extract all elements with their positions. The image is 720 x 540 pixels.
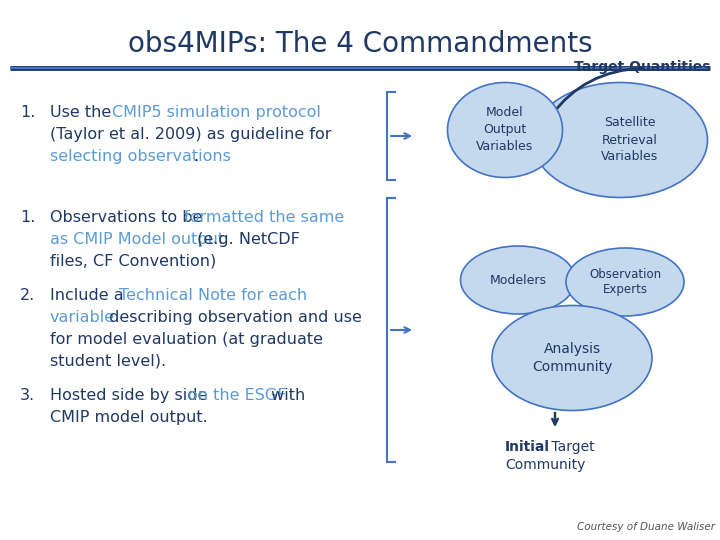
Text: Hosted side by side: Hosted side by side	[50, 388, 212, 403]
Ellipse shape	[533, 83, 708, 198]
Text: Include a: Include a	[50, 288, 129, 303]
Ellipse shape	[448, 83, 562, 178]
Text: formatted the same: formatted the same	[184, 210, 344, 225]
Text: Target Quantities: Target Quantities	[574, 60, 710, 74]
Text: as CMIP Model output: as CMIP Model output	[50, 232, 224, 247]
Text: Analysis
Community: Analysis Community	[532, 342, 612, 374]
Text: 1.: 1.	[20, 105, 35, 120]
Text: Community: Community	[505, 458, 585, 472]
Text: Use the: Use the	[50, 105, 117, 120]
Text: Observations to be: Observations to be	[50, 210, 207, 225]
Text: CMIP5 simulation protocol: CMIP5 simulation protocol	[112, 105, 321, 120]
Text: CMIP model output.: CMIP model output.	[50, 410, 208, 425]
Text: Modelers: Modelers	[490, 273, 546, 287]
Ellipse shape	[566, 248, 684, 316]
Text: 3.: 3.	[20, 388, 35, 403]
Text: with: with	[266, 388, 305, 403]
Ellipse shape	[492, 306, 652, 410]
Text: Technical Note for each: Technical Note for each	[119, 288, 307, 303]
Text: .: .	[193, 149, 198, 164]
Text: Courtesy of Duane Waliser: Courtesy of Duane Waliser	[577, 522, 715, 532]
Text: on the ESGF: on the ESGF	[188, 388, 287, 403]
Text: (e.g. NetCDF: (e.g. NetCDF	[192, 232, 300, 247]
Text: 1.: 1.	[20, 210, 35, 225]
Ellipse shape	[461, 246, 575, 314]
Text: student level).: student level).	[50, 354, 166, 369]
Text: describing observation and use: describing observation and use	[104, 310, 362, 325]
Text: files, CF Convention): files, CF Convention)	[50, 254, 216, 269]
Text: Initial: Initial	[505, 440, 550, 454]
Text: Satellite
Retrieval
Variables: Satellite Retrieval Variables	[601, 117, 659, 164]
Text: Observation
Experts: Observation Experts	[589, 267, 661, 296]
Text: 2.: 2.	[20, 288, 35, 303]
Text: Target: Target	[547, 440, 595, 454]
Text: (Taylor et al. 2009) as guideline for: (Taylor et al. 2009) as guideline for	[50, 127, 331, 142]
Text: obs4MIPs: The 4 Commandments: obs4MIPs: The 4 Commandments	[127, 30, 593, 58]
Text: for model evaluation (at graduate: for model evaluation (at graduate	[50, 332, 323, 347]
Text: selecting observations: selecting observations	[50, 149, 231, 164]
Text: Model
Output
Variables: Model Output Variables	[477, 106, 534, 153]
Text: variable: variable	[50, 310, 115, 325]
